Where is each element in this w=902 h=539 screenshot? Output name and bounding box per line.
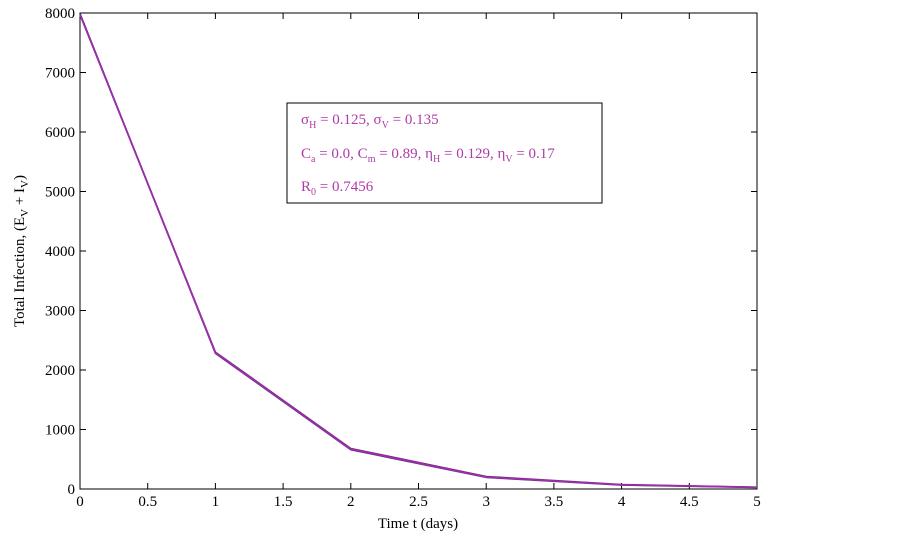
x-tick-label: 2.5 — [409, 494, 428, 510]
annotation-segment: V — [382, 120, 390, 131]
y-tick-label: 6000 — [45, 125, 75, 141]
annotation-line-sigma: σH = 0.125, σV = 0.135 — [301, 112, 439, 131]
annotation-segment: = 0.135 — [389, 112, 439, 128]
y-tick-label: 1000 — [45, 423, 75, 439]
x-tick-label: 5 — [753, 494, 761, 510]
y-tick-label: 0 — [68, 482, 76, 498]
annotation-segment: H — [309, 120, 316, 131]
annotation-segment: m — [368, 154, 376, 165]
annotation-segment: = 0.7456 — [316, 179, 374, 195]
y-tick-label: 3000 — [45, 304, 75, 320]
series-group — [79, 13, 758, 489]
y-axis-label: Total Infection, (EV + IV) — [12, 175, 31, 327]
annotation-frame — [286, 102, 603, 204]
annotation-segment: = 0.89, η — [375, 146, 433, 162]
y-axis-label-mid: + I — [12, 188, 28, 209]
annotation-segment: = 0.17 — [513, 146, 556, 162]
annotation-segment: a — [311, 154, 316, 165]
y-tick-label: 5000 — [45, 185, 75, 201]
x-tick-label: 3 — [482, 494, 490, 510]
x-tick-label: 0 — [76, 494, 84, 510]
y-axis-label-sub2: V — [19, 180, 31, 188]
y-tick-label: 8000 — [45, 6, 75, 22]
y-tick-label: 4000 — [45, 244, 75, 260]
x-tick-label: 1 — [212, 494, 220, 510]
y-axis-label-sub1: V — [19, 209, 31, 217]
series-line-2 — [79, 14, 758, 489]
annotation-segment: R — [301, 179, 311, 195]
y-tick-label: 7000 — [45, 66, 75, 82]
x-axis-label: Time t (days) — [378, 516, 458, 532]
x-tick-label: 1.5 — [274, 494, 293, 510]
annotation-segment: C — [301, 146, 311, 162]
annotation-line-controls: Ca = 0.0, Cm = 0.89, ηH = 0.129, ηV = 0.… — [301, 146, 555, 165]
y-axis-label-suffix: ) — [12, 175, 28, 180]
annotation-segment: = 0.0, C — [315, 146, 367, 162]
x-tick-label: 4.5 — [680, 494, 699, 510]
x-tick-label: 2 — [347, 494, 355, 510]
x-tick-label: 3.5 — [545, 494, 564, 510]
x-tick-label: 0.5 — [138, 494, 157, 510]
annotation-segment: V — [505, 154, 513, 165]
axis-ticks: 0 0.5 1 1.5 2 2.5 3 3.5 4 4.5 5 0 1000 2000 3000 4000 50… — [45, 6, 761, 510]
annotation-segment: H — [433, 154, 440, 165]
annotation-segment: 0 — [311, 187, 316, 198]
y-tick-label: 2000 — [45, 363, 75, 379]
plot-area — [79, 12, 758, 490]
annotation-segment: = 0.129, η — [440, 146, 505, 162]
annotation-box: σH = 0.125, σV = 0.135 Ca = 0.0, Cm = 0.… — [286, 102, 603, 204]
x-tick-label: 4 — [618, 494, 626, 510]
annotation-line-r0: R0 = 0.7456 — [301, 179, 374, 198]
annotation-segment: σ — [301, 112, 309, 128]
annotation-segment: = 0.125, σ — [316, 112, 381, 128]
y-axis-label-prefix: Total Infection, (E — [12, 217, 28, 327]
